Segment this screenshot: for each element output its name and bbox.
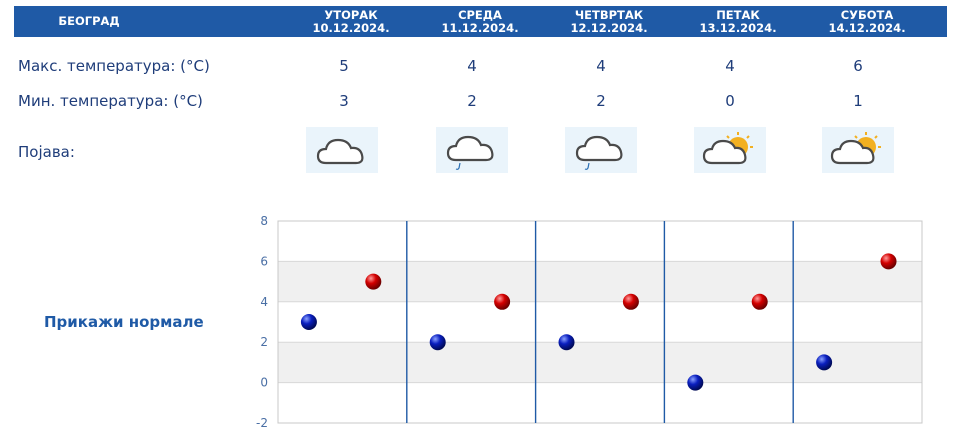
- y-tick-label: 6: [260, 254, 268, 268]
- day-date: 12.12.2024.: [570, 21, 648, 35]
- min-temp-label: Мин. температура: (°C): [18, 92, 203, 110]
- max-temp-label: Макс. температура: (°C): [18, 57, 210, 75]
- min-temp-marker: [558, 334, 575, 351]
- max-temp-value: 5: [339, 57, 349, 75]
- chart-band: [278, 261, 922, 302]
- chart-band: [278, 221, 922, 262]
- y-tick-label: 4: [260, 295, 268, 309]
- min-temp-value: 2: [467, 92, 477, 110]
- day-date: 11.12.2024.: [441, 21, 519, 35]
- forecast-header: БЕОГРАД УТОРАК 10.12.2024. СРЕДА 11.12.2…: [14, 6, 947, 37]
- y-tick-label: -2: [256, 416, 268, 430]
- show-normals-link[interactable]: Прикажи нормале: [44, 313, 204, 331]
- phenomenon-label: Појава:: [18, 143, 75, 161]
- min-temp-value: 1: [853, 92, 863, 110]
- min-temp-marker: [300, 314, 317, 330]
- min-temp-value: 2: [596, 92, 606, 110]
- sun-cloud-icon: [694, 127, 766, 173]
- max-temp-marker: [365, 273, 382, 290]
- max-temp-marker: [751, 293, 768, 310]
- day-header-3: ЧЕТВРТАК 12.12.2024.: [549, 6, 669, 37]
- day-name: СУБОТА: [840, 8, 894, 22]
- chart-band: [278, 301, 922, 343]
- max-temp-marker: [880, 253, 897, 270]
- temperature-chart: 8 6 4 2 0 -2: [256, 214, 923, 430]
- min-temp-value: 0: [725, 92, 735, 110]
- day-header-4: ПЕТАК 13.12.2024.: [678, 6, 798, 37]
- min-temp-marker: [429, 334, 446, 351]
- sun-cloud-icon: [822, 127, 894, 173]
- max-temp-marker: [494, 293, 511, 310]
- y-tick-label: 0: [260, 376, 268, 390]
- day-date: 10.12.2024.: [312, 21, 390, 35]
- day-header-1: УТОРАК 10.12.2024.: [291, 6, 411, 37]
- max-temp-value: 4: [467, 57, 477, 75]
- day-date: 13.12.2024.: [699, 21, 777, 35]
- day-header-2: СРЕДА 11.12.2024.: [420, 6, 540, 37]
- day-name: СРЕДА: [458, 8, 502, 22]
- chart-plot-border: [277, 220, 923, 424]
- city-name: БЕОГРАД: [58, 14, 120, 28]
- chart-band: [278, 382, 922, 423]
- min-temp-value: 3: [339, 92, 349, 110]
- day-date: 14.12.2024.: [828, 21, 906, 35]
- max-temp-value: 6: [853, 57, 863, 75]
- max-temp-marker: [622, 293, 639, 310]
- day-header-5: СУБОТА 14.12.2024.: [807, 6, 927, 37]
- min-temp-marker: [687, 374, 704, 391]
- y-tick-label: 2: [260, 335, 268, 349]
- day-name: ПЕТАК: [716, 8, 760, 22]
- max-temp-value: 4: [725, 57, 735, 75]
- cloud-icon: [306, 127, 378, 173]
- chart-band: [278, 342, 922, 383]
- day-name: УТОРАК: [324, 8, 378, 22]
- cloud-drizzle-icon: [436, 127, 508, 173]
- min-temp-marker: [816, 354, 833, 371]
- cloud-drizzle-icon: [565, 127, 637, 173]
- y-tick-label: 8: [260, 214, 268, 228]
- day-name: ЧЕТВРТАК: [574, 8, 644, 22]
- max-temp-value: 4: [596, 57, 606, 75]
